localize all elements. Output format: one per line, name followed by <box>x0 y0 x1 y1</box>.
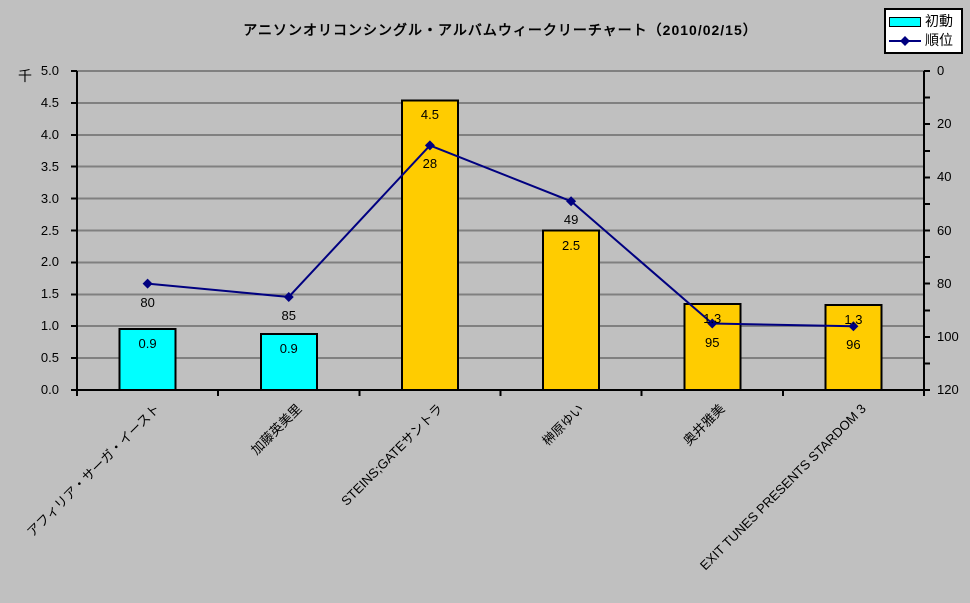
right-axis-tick-label: 20 <box>937 116 952 132</box>
rank-marker-5 <box>848 321 859 332</box>
rank-marker-1 <box>283 291 294 302</box>
bar-value-label: 4.5 <box>420 107 439 123</box>
legend-diamond-icon <box>900 35 910 46</box>
left-axis-tick-label: 2.5 <box>40 222 59 238</box>
right-axis-tick-label: 60 <box>937 222 952 238</box>
bar-5 <box>824 304 883 391</box>
chart-title: アニソンオリコンシングル・アルバムウィークリーチャート（2010/02/15） <box>243 22 758 38</box>
rank-value-label: 96 <box>846 337 861 353</box>
right-axis-tick-label: 80 <box>937 275 952 291</box>
left-axis-unit-label: 千 <box>18 68 32 84</box>
bar-4 <box>683 302 742 391</box>
legend: 初動 順位 <box>884 8 963 54</box>
bar-1 <box>259 332 318 391</box>
left-axis-tick-label: 4.5 <box>40 94 59 110</box>
bar-value-label: 2.5 <box>562 237 581 253</box>
bar-value-label: 0.9 <box>279 340 298 356</box>
right-axis-tick-label: 40 <box>937 169 952 185</box>
rank-value-label: 49 <box>563 212 579 228</box>
legend-label-rank: 順位 <box>925 32 953 48</box>
left-axis-tick-label: 0.5 <box>40 350 59 366</box>
right-axis-tick-label: 0 <box>937 63 945 78</box>
category-label-text: STEINS;GATEサントラ <box>338 401 446 509</box>
category-label-text: 奥井雅美 <box>680 401 728 449</box>
bar-0 <box>118 327 177 392</box>
legend-item-rank: 順位 <box>889 33 958 48</box>
legend-bar-swatch <box>889 16 921 27</box>
category-label-text: 加藤英美里 <box>247 401 305 458</box>
rank-value-label: 28 <box>422 156 438 172</box>
left-axis-tick-label: 5.0 <box>40 63 59 78</box>
bar-value-label: 1.3 <box>703 310 722 326</box>
left-axis-tick-label: 1.0 <box>40 318 59 334</box>
rank-line <box>147 144 854 328</box>
left-axis-tick-label: 0.0 <box>40 382 59 397</box>
right-axis-tick-label: 100 <box>937 328 959 344</box>
left-axis-tick-label: 4.0 <box>40 126 59 142</box>
legend-label-first-week-sales: 初動 <box>925 13 953 29</box>
left-axis-tick-label: 3.5 <box>40 158 59 174</box>
left-axis-tick-label: 3.0 <box>40 190 59 206</box>
bar-value-label: 0.9 <box>138 335 157 351</box>
category-label-text: 榊原ゆい <box>539 401 587 449</box>
rank-value-label: 80 <box>140 294 155 310</box>
rank-marker-0 <box>142 278 153 289</box>
category-label-text: アフィリア・サーガ・イースト <box>24 401 164 540</box>
bar-value-label: 1.3 <box>844 312 863 328</box>
right-axis-tick-label: 120 <box>937 382 959 397</box>
rank-value-label: 95 <box>705 334 720 350</box>
rank-marker-3 <box>566 196 577 207</box>
rank-value-label: 85 <box>281 307 296 323</box>
left-axis-tick-label: 1.5 <box>40 286 59 302</box>
legend-line-swatch <box>889 35 921 46</box>
category-label-text: EXIT TUNES PRESENTS STARDOM 3 <box>696 401 870 574</box>
rank-marker-4 <box>707 318 718 329</box>
rank-marker-2 <box>424 140 435 151</box>
legend-item-first-week-sales: 初動 <box>889 14 958 29</box>
bar-3 <box>542 229 601 391</box>
left-axis-tick-label: 2.0 <box>40 254 59 270</box>
